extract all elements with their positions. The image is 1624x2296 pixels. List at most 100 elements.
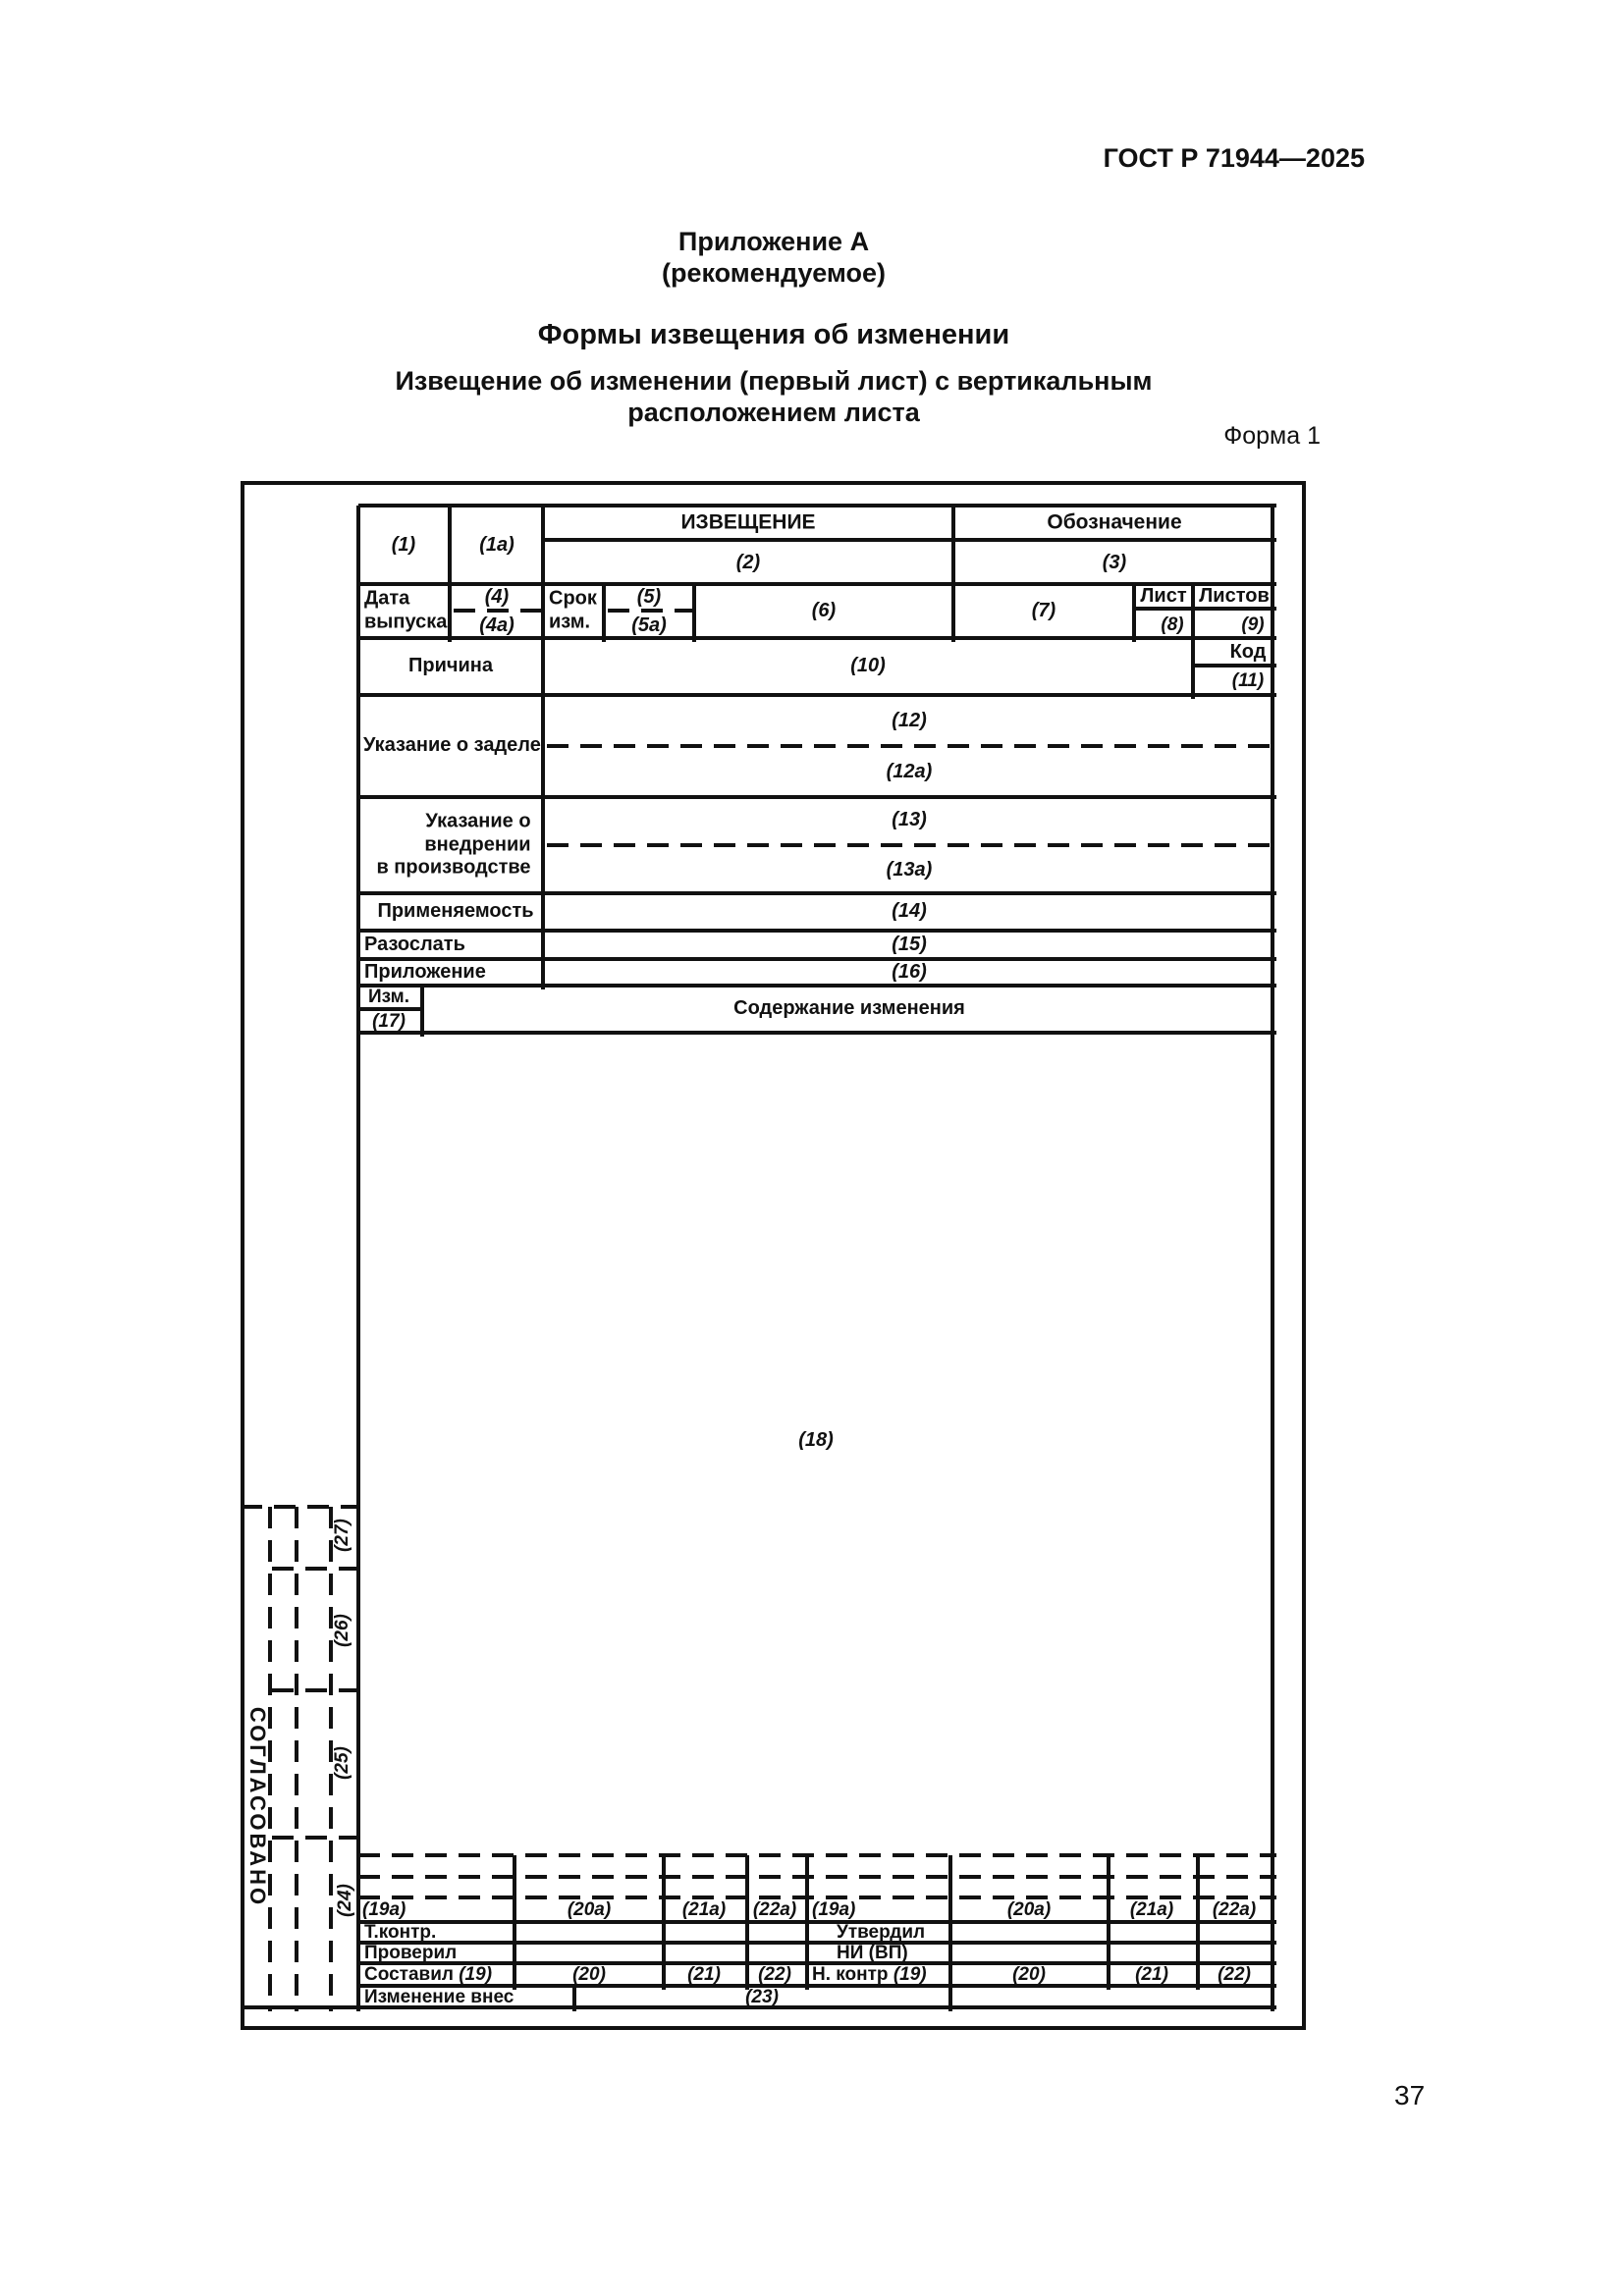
approved-label: Утвердил xyxy=(837,1921,926,1943)
grid-line-v xyxy=(745,1855,749,1990)
grid-line-v xyxy=(356,506,360,2011)
appendix-note: (рекомендуемое) xyxy=(662,258,886,289)
form-caption: Извещение об изменении (первый лист) с в… xyxy=(395,366,1153,427)
field-12a: (12а) xyxy=(886,761,933,783)
field-20a-right: (20а) xyxy=(1006,1898,1052,1920)
dashed-line-h xyxy=(272,1688,358,1692)
field-22a-right: (22а) xyxy=(1212,1898,1257,1920)
grid-line-v xyxy=(692,584,696,642)
field-23: (23) xyxy=(745,1986,779,2007)
field-27: (27) xyxy=(331,1519,352,1552)
dashed-line-h xyxy=(608,609,692,613)
field-20-right: (20) xyxy=(1012,1963,1046,1985)
dashed-line-v xyxy=(268,1507,272,2011)
grid-line-h xyxy=(358,636,1276,640)
grid-line-v xyxy=(602,584,606,642)
checked-label: Проверил xyxy=(364,1942,458,1963)
field-26: (26) xyxy=(331,1614,352,1647)
field-19-right: (19) xyxy=(893,1963,927,1985)
field-1: (1) xyxy=(391,534,416,557)
tcontrol-label: Т.контр. xyxy=(364,1921,437,1943)
field-3: (3) xyxy=(1102,552,1127,574)
code-label: Код xyxy=(1229,641,1267,664)
form-number-label: Форма 1 xyxy=(1223,422,1321,450)
field-6: (6) xyxy=(811,600,837,622)
dashed-line-h xyxy=(272,1567,358,1571)
designation-title: Обозначение xyxy=(1047,510,1182,534)
field-22a-left: (22а) xyxy=(752,1898,797,1920)
ni-vp-label: НИ (ВП) xyxy=(837,1942,908,1963)
field-21-right: (21) xyxy=(1135,1963,1168,1985)
field-4: (4) xyxy=(484,586,510,609)
standard-ref: ГОСТ Р 71944—2025 xyxy=(1103,143,1365,173)
field-4a: (4а) xyxy=(479,614,514,637)
grid-line-h xyxy=(358,929,1276,933)
field-17: (17) xyxy=(372,1010,406,1032)
appendix-title: Приложение А xyxy=(677,227,870,257)
grid-line-v xyxy=(1271,506,1274,2011)
grid-line-v xyxy=(662,1855,666,1990)
grid-line-h xyxy=(241,2005,1276,2009)
implementation-label: Указание о внедрении в производстве xyxy=(376,810,531,879)
grid-line-v xyxy=(951,506,955,642)
field-5: (5) xyxy=(636,586,662,609)
grid-line-h xyxy=(543,538,1276,542)
grid-line-v xyxy=(1196,1855,1200,1990)
composed-label: Составил (19) xyxy=(364,1963,493,1985)
form-outer-frame xyxy=(241,481,1306,2030)
grid-line-h xyxy=(358,1920,1276,1924)
field-15: (15) xyxy=(892,934,927,956)
field-20a-left: (20а) xyxy=(567,1898,612,1920)
field-14: (14) xyxy=(892,900,927,923)
grid-line-h xyxy=(358,504,1276,507)
grid-line-h xyxy=(358,1961,1276,1965)
grid-line-h xyxy=(358,957,1276,961)
change-content-label: Содержание изменения xyxy=(733,997,965,1020)
field-21-left: (21) xyxy=(687,1963,721,1985)
dashed-line-h xyxy=(272,1836,358,1840)
field-20-left: (20) xyxy=(572,1963,606,1985)
dashed-line-h xyxy=(241,1505,358,1509)
notice-title: ИЗВЕЩЕНИЕ xyxy=(680,510,816,534)
field-25: (25) xyxy=(331,1746,352,1780)
grid-line-v xyxy=(420,986,424,1037)
sheets-label: Листов xyxy=(1199,585,1270,608)
grid-line-h xyxy=(1134,607,1276,611)
term-label: Срок изм. xyxy=(549,587,597,632)
grid-line-h xyxy=(1193,664,1276,667)
field-12: (12) xyxy=(892,710,927,732)
field-8: (8) xyxy=(1161,614,1184,635)
grid-line-h xyxy=(358,693,1276,697)
agreed-label: СОГЛАСОВАНО xyxy=(244,1706,270,1908)
field-19a-right: (19а) xyxy=(812,1898,856,1920)
field-2: (2) xyxy=(735,552,761,574)
grid-line-h xyxy=(358,582,1276,586)
dashed-line-h xyxy=(547,843,1274,847)
dashed-line-h xyxy=(358,1896,1276,1899)
field-13: (13) xyxy=(892,809,927,831)
reason-label: Причина xyxy=(408,655,493,677)
field-19-left: (19) xyxy=(459,1963,493,1985)
grid-line-v xyxy=(513,1855,516,1990)
field-1a: (1а) xyxy=(479,534,514,557)
field-11: (11) xyxy=(1231,669,1265,691)
grid-line-v xyxy=(1191,584,1195,699)
field-10: (10) xyxy=(850,655,886,677)
field-22-left: (22) xyxy=(758,1963,791,1985)
field-9: (9) xyxy=(1241,614,1265,635)
grid-line-h xyxy=(358,795,1276,799)
field-7: (7) xyxy=(1031,600,1056,622)
field-18: (18) xyxy=(798,1429,834,1452)
field-13a: (13а) xyxy=(886,859,933,881)
grid-line-h xyxy=(358,1941,1276,1945)
grid-line-h xyxy=(358,1984,1276,1988)
izm-label: Изм. xyxy=(368,986,409,1007)
ncontrol-label: Н. контр (19) xyxy=(812,1963,927,1985)
dashed-line-h xyxy=(454,609,541,613)
grid-line-v xyxy=(948,1855,952,2011)
grid-line-h xyxy=(358,984,1276,988)
dashed-line-v xyxy=(295,1507,298,2011)
field-16: (16) xyxy=(892,961,927,984)
sheet-label: Лист xyxy=(1140,585,1187,608)
